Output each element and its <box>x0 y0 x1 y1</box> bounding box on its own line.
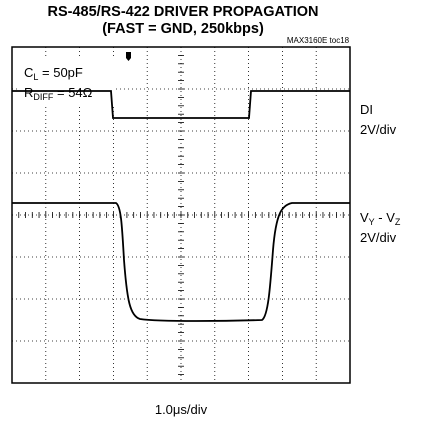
screen-border <box>11 46 351 384</box>
channel-label: DI <box>360 102 373 117</box>
figure-id: MAX3160E toc18 <box>287 36 350 45</box>
condition-label: RDIFF​ = 54Ω <box>24 85 93 102</box>
label-backdrop <box>20 58 115 106</box>
condition-label: CL​ = 50pF <box>24 65 83 82</box>
di-trace <box>12 90 350 119</box>
timebase-label: 1.0μs/div <box>155 402 208 417</box>
text-part: = 54Ω <box>53 85 92 100</box>
subscript: DIFF <box>33 92 53 102</box>
channel-label: VY​ - VZ​ <box>360 210 401 227</box>
text-part: R <box>24 85 33 100</box>
diff-trace <box>12 202 350 322</box>
text-part: V <box>360 210 369 225</box>
channel-scale: 2V/div <box>360 122 397 137</box>
subscript: L <box>33 72 38 82</box>
channel-scale: 2V/div <box>360 230 397 245</box>
subscript: Y <box>369 217 375 227</box>
text-part: - V <box>375 210 396 225</box>
text-part: = 50pF <box>38 65 83 80</box>
text-part: C <box>24 65 33 80</box>
graticule <box>11 46 351 384</box>
trigger-marker <box>126 52 131 61</box>
title-line: RS-485/RS-422 DRIVER PROPAGATION <box>48 4 319 20</box>
subscript: Z <box>395 217 401 227</box>
title-line: (FAST = GND, 250kbps) <box>102 21 264 37</box>
text-part: DI <box>360 102 373 117</box>
